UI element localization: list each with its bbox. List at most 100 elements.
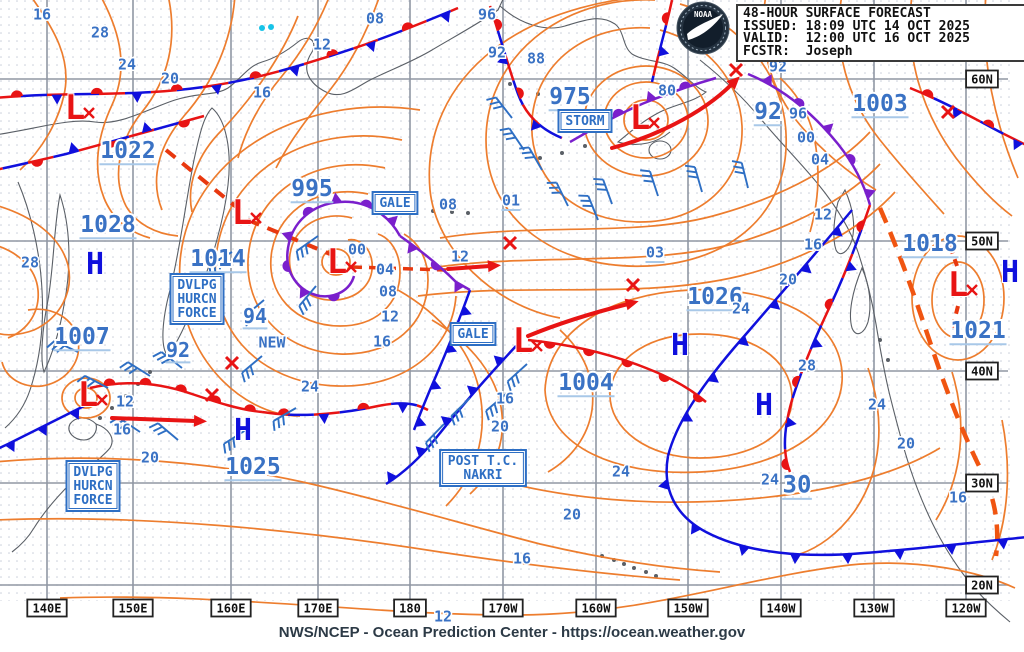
coordinate-label: 150E [112, 598, 154, 618]
coordinate-label: 50N [965, 231, 999, 251]
svg-text:1007: 1007 [54, 324, 109, 350]
svg-text:94: 94 [243, 304, 267, 328]
svg-text:08: 08 [379, 283, 397, 301]
coordinate-label: 170E [297, 598, 339, 618]
wind-barb [506, 363, 528, 392]
isoline-label: 16 [31, 4, 52, 25]
pressure-label: 995 [289, 174, 335, 204]
wind-barb [546, 181, 569, 207]
svg-text:12: 12 [814, 206, 832, 224]
isoline-label: 20 [777, 269, 798, 290]
svg-text:170W: 170W [489, 602, 519, 616]
svg-text:12: 12 [381, 308, 399, 326]
svg-text:L: L [232, 193, 252, 233]
isoline-label: 24 [299, 376, 320, 397]
coordinate-label: 130W [853, 598, 895, 618]
wind-barb [223, 429, 247, 454]
isoline-label: 20 [159, 68, 180, 89]
svg-text:28: 28 [91, 24, 109, 42]
high-pressure-marker: H [85, 246, 105, 283]
occluded-front [399, 234, 471, 293]
svg-text:60N: 60N [971, 73, 993, 87]
svg-text:00: 00 [348, 241, 366, 259]
forecast-title-box: 48-HOUR SURFACE FORECAST ISSUED: 18:09 U… [736, 4, 1024, 62]
svg-text:L: L [65, 88, 85, 128]
svg-text:03: 03 [646, 244, 664, 262]
movement-arrow [446, 260, 501, 273]
movement-arrow [610, 76, 740, 150]
coordinate-label: 140W [760, 598, 802, 618]
svg-text:1014: 1014 [190, 246, 245, 272]
wind-barbs [46, 96, 749, 454]
svg-text:160E: 160E [217, 602, 246, 616]
svg-text:1026: 1026 [687, 284, 742, 310]
isoline-label: 20 [895, 433, 916, 454]
isoline-label: 16 [494, 388, 515, 409]
isoline-label: 01 [500, 190, 522, 211]
feature-box: POST T.C.NAKRI [439, 449, 527, 487]
isoline-label: NEW [257, 332, 288, 353]
cold-front [666, 209, 853, 457]
isoline-label: 20 [489, 416, 510, 437]
svg-text:H: H [755, 388, 773, 423]
isoline-label: 24 [866, 394, 887, 415]
svg-text:20: 20 [491, 418, 509, 436]
svg-text:16: 16 [253, 84, 271, 102]
svg-text:04: 04 [376, 261, 394, 279]
forecast-valid: VALID: 12:00 UTC 16 OCT 2025 [743, 31, 970, 46]
svg-text:NAKRI: NAKRI [463, 468, 502, 483]
svg-text:16: 16 [949, 489, 967, 507]
isoline-label: 00 [795, 127, 816, 148]
forecast-title: 48-HOUR SURFACE FORECAST [743, 6, 931, 21]
pressure-label: 1007 [52, 322, 111, 352]
svg-text:80: 80 [658, 82, 676, 100]
isoline-label: 96 [476, 4, 497, 25]
cold-front [385, 345, 517, 486]
pressure-label: 1026 [685, 282, 744, 312]
svg-text:170E: 170E [304, 602, 333, 616]
pressure-label: 1014 [188, 244, 247, 274]
isoline-label: 08 [437, 194, 458, 215]
isoline-label: 12 [311, 34, 332, 55]
isoline-label: 16 [371, 331, 392, 352]
coordinate-label: 160W [575, 598, 617, 618]
low-pressure-marker: L [947, 264, 978, 306]
coastlines [0, 0, 1011, 623]
forecast-forecaster: FCSTR: Joseph [743, 43, 853, 59]
stationary-front [781, 204, 872, 473]
pressure-label: 1004 [556, 368, 615, 398]
isoline-label: 92 [486, 42, 507, 63]
svg-text:24: 24 [732, 300, 750, 318]
wind-barb [684, 164, 703, 193]
svg-text:16: 16 [33, 6, 51, 24]
svg-text:1022: 1022 [100, 138, 155, 164]
svg-text:STORM: STORM [565, 114, 604, 129]
wind-barb [243, 299, 265, 327]
wind-barb [486, 96, 513, 119]
svg-text:92: 92 [166, 338, 190, 362]
svg-text:1025: 1025 [225, 454, 280, 480]
low-pressure-marker: L [64, 87, 95, 129]
feature-box: STORM [557, 109, 613, 133]
stationary-front [0, 114, 205, 171]
svg-text:20: 20 [161, 70, 179, 88]
wind-barb [640, 169, 659, 197]
svg-text:L: L [513, 321, 533, 361]
svg-text:30N: 30N [971, 477, 993, 491]
isoline-label: 12 [114, 391, 135, 412]
coordinate-label: 140E [26, 598, 68, 618]
cold-front [658, 455, 1024, 565]
svg-text:140W: 140W [767, 602, 797, 616]
svg-text:24: 24 [301, 378, 319, 396]
pressure-label: 1025 [223, 452, 282, 482]
svg-text:28: 28 [21, 254, 39, 272]
isoline-label: 96 [787, 103, 808, 124]
wind-barb [593, 177, 613, 205]
stipple-background [0, 0, 1010, 601]
isoline-label: 80 [656, 80, 677, 101]
pressure-label: 1018 [900, 229, 959, 259]
wind-barb [152, 351, 183, 369]
svg-text:20: 20 [779, 271, 797, 289]
pressure-labels: 1022 1028 1007 1014 995 975 1003 92 1018 1021 1026… [52, 82, 1007, 500]
